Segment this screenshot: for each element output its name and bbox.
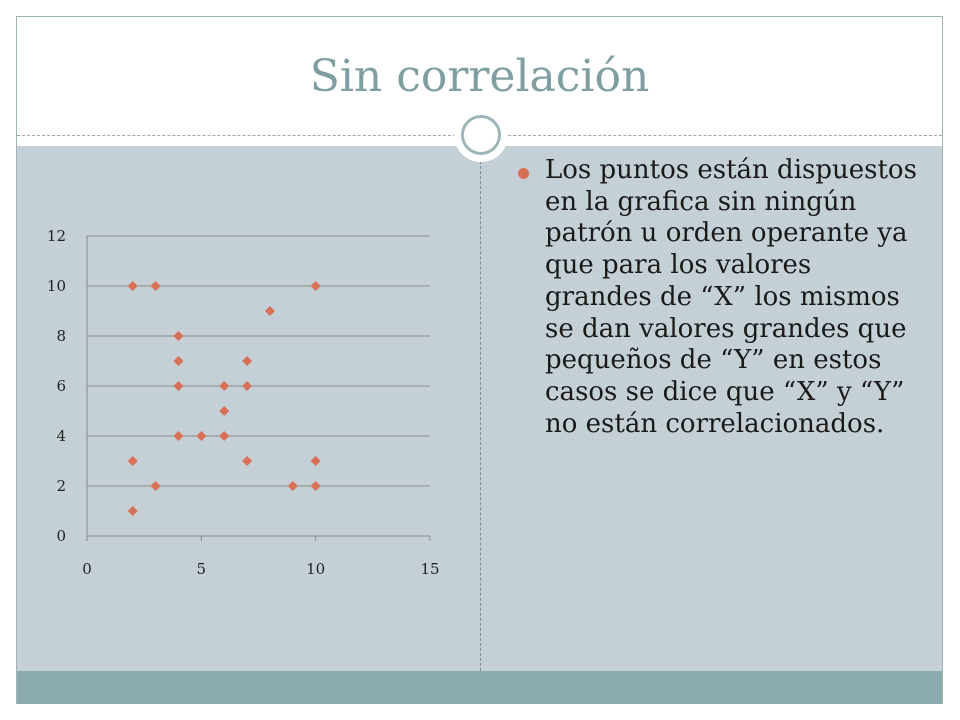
scatter-point-9 <box>242 381 253 391</box>
scatter-point-18 <box>287 481 298 491</box>
x-tick-label: 5 <box>197 560 207 578</box>
slide: Sin correlación <box>16 16 943 704</box>
scatter-point-7 <box>173 381 184 391</box>
scatter-point-1 <box>150 281 161 291</box>
chart-axes <box>86 236 431 541</box>
chart-gridlines <box>87 235 430 487</box>
scatter-point-10 <box>219 406 230 416</box>
scatter-point-12 <box>196 431 207 441</box>
scatter-point-17 <box>150 481 161 491</box>
footer-bar <box>17 671 942 704</box>
scatter-point-13 <box>219 431 230 441</box>
scatter-point-8 <box>219 381 230 391</box>
bullet-list: Los puntos están dispuestos en la grafic… <box>515 155 925 440</box>
y-tick-label: 12 <box>47 227 66 245</box>
x-tick-label: 0 <box>82 560 92 578</box>
scatter-point-3 <box>264 306 275 316</box>
bullet-text: Los puntos están dispuestos en la grafic… <box>545 155 917 439</box>
scatter-point-0 <box>127 281 138 291</box>
scatter-chart: 0 2 4 6 8 10 12 0 5 10 15 <box>47 227 440 578</box>
scatter-point-6 <box>242 356 253 366</box>
x-tick-label: 15 <box>420 560 439 578</box>
column-divider <box>480 146 481 671</box>
text-column: Los puntos están dispuestos en la grafic… <box>515 155 925 440</box>
chart-tick-labels: 0 2 4 6 8 10 12 0 5 10 15 <box>47 227 440 578</box>
bullet-item: Los puntos están dispuestos en la grafic… <box>515 155 925 440</box>
scatter-point-4 <box>173 331 184 341</box>
circle-ornament-icon <box>454 108 508 162</box>
chart-points <box>127 281 321 516</box>
y-tick-label: 0 <box>56 527 66 545</box>
y-tick-label: 6 <box>56 377 66 395</box>
slide-title: Sin correlación <box>309 51 650 102</box>
scatter-point-5 <box>173 356 184 366</box>
content-panel <box>17 146 942 671</box>
x-tick-label: 10 <box>306 560 325 578</box>
scatter-point-20 <box>127 506 138 516</box>
y-tick-label: 8 <box>56 327 66 345</box>
scatter-point-11 <box>173 431 184 441</box>
bullet-dot-icon <box>518 168 529 179</box>
circle-ornament-ring <box>461 115 501 155</box>
scatter-point-19 <box>310 481 321 491</box>
scatter-point-15 <box>242 456 253 466</box>
y-tick-label: 4 <box>56 427 66 445</box>
scatter-point-14 <box>127 456 138 466</box>
scatter-point-16 <box>310 456 321 466</box>
y-tick-label: 10 <box>47 277 66 295</box>
y-tick-label: 2 <box>56 477 66 495</box>
scatter-point-2 <box>310 281 321 291</box>
